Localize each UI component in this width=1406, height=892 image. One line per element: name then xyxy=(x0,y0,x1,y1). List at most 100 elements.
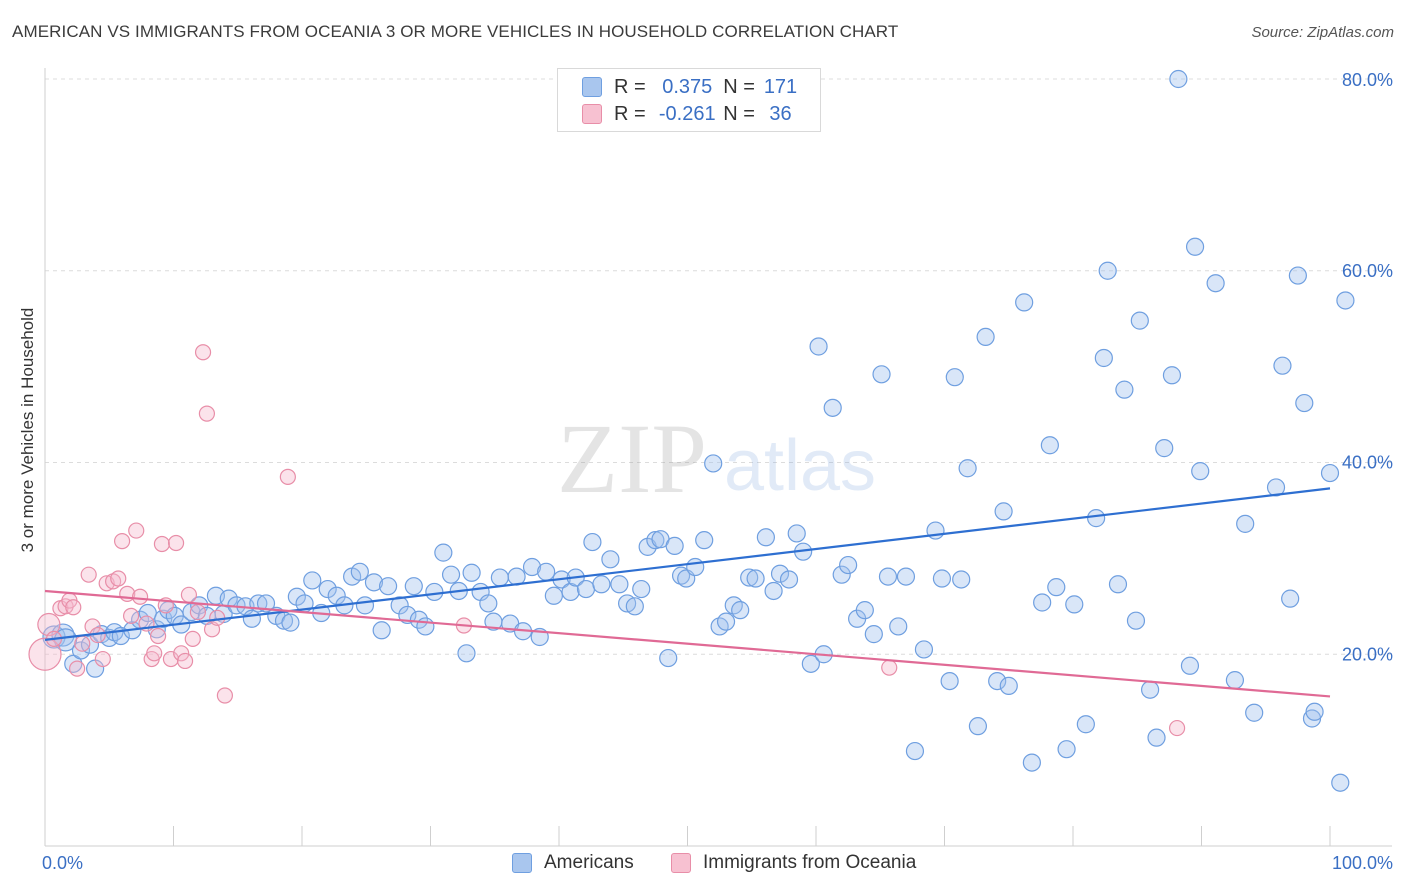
americans-point xyxy=(1126,611,1146,630)
americans-point xyxy=(1273,356,1292,375)
americans-point xyxy=(281,613,300,632)
americans-point xyxy=(801,654,820,673)
americans-point xyxy=(1245,703,1264,722)
americans-point xyxy=(988,671,1007,691)
oceania-point xyxy=(94,650,111,668)
americans-point xyxy=(1022,753,1041,772)
legend-item-americans: Americans xyxy=(512,852,634,874)
americans-point xyxy=(610,575,629,594)
legend-item-oceania: Immigrants from Oceania xyxy=(671,852,916,874)
americans-point xyxy=(932,569,952,588)
oceania-point xyxy=(74,635,91,652)
americans-point xyxy=(994,502,1013,521)
watermark-zip: ZIP xyxy=(557,403,707,514)
americans-point xyxy=(1108,575,1128,594)
americans-point xyxy=(1076,715,1095,734)
americans-point xyxy=(864,625,883,644)
americans-point xyxy=(625,597,644,616)
americans-point xyxy=(1320,463,1340,483)
oceania-point xyxy=(180,586,198,603)
americans-point xyxy=(490,568,509,587)
series-oceania xyxy=(28,344,1186,737)
americans-point xyxy=(665,536,684,556)
americans-point xyxy=(952,570,971,589)
bottom-legend: Americans Immigrants from Oceania xyxy=(0,852,1406,878)
americans-point xyxy=(242,609,261,628)
americans-point xyxy=(425,582,444,602)
oceania-point xyxy=(1168,719,1186,737)
source-note: Source: ZipAtlas.com xyxy=(1251,24,1394,41)
oceania-point xyxy=(153,535,171,553)
americans-point xyxy=(1087,509,1106,528)
americans-point xyxy=(1065,595,1084,614)
oceania-point xyxy=(189,603,207,621)
americans-point xyxy=(479,594,498,613)
americans-point xyxy=(327,586,346,605)
americans-trend-line xyxy=(44,487,1331,641)
americans-point xyxy=(350,562,369,581)
y-tick-label: 60.0% xyxy=(1342,261,1393,281)
americans-point xyxy=(1191,462,1210,481)
stats-row-americans: R = 0.375 N = 171 xyxy=(582,74,801,100)
oceania-point xyxy=(279,468,296,485)
oceania-point xyxy=(198,405,216,422)
oceania-point xyxy=(80,566,97,583)
oceania-legend-swatch xyxy=(671,853,691,873)
americans-point xyxy=(583,532,602,552)
americans-point xyxy=(896,567,916,586)
americans-point xyxy=(1169,69,1188,89)
americans-point xyxy=(671,566,691,585)
americans-point xyxy=(809,337,828,356)
oceania-point xyxy=(131,588,149,605)
americans-point xyxy=(1185,237,1205,256)
americans-point xyxy=(968,717,988,736)
r-label: R = xyxy=(614,75,646,98)
americans-point xyxy=(1094,348,1113,368)
americans-point xyxy=(592,575,611,594)
r-label: R = xyxy=(614,102,646,125)
americans-point xyxy=(318,579,337,599)
americans-point xyxy=(1147,728,1166,747)
americans-legend-swatch xyxy=(512,853,532,873)
oceania-point xyxy=(209,609,226,626)
americans-point xyxy=(1288,266,1307,285)
oceania-point xyxy=(216,687,233,704)
americans-point xyxy=(1336,291,1355,310)
americans-point xyxy=(770,564,790,583)
americans-point xyxy=(544,586,563,605)
americans-point xyxy=(1206,274,1225,293)
americans-point xyxy=(147,620,166,639)
americans-point xyxy=(958,459,977,478)
legend-label-americans: Americans xyxy=(544,852,634,873)
americans-point xyxy=(1236,514,1255,533)
americans-point xyxy=(999,676,1018,695)
americans-point xyxy=(416,617,435,636)
americans-point xyxy=(462,563,481,582)
americans-point xyxy=(823,398,842,417)
americans-point xyxy=(746,569,765,588)
n-label: N = xyxy=(723,75,755,98)
americans-point xyxy=(378,577,398,596)
n-value: 171 xyxy=(763,75,798,98)
americans-point xyxy=(561,582,580,602)
n-label: N = xyxy=(723,102,755,125)
americans-point xyxy=(404,577,423,596)
x-tick-label-start: 0.0% xyxy=(42,853,83,873)
oceania-point xyxy=(146,645,163,662)
americans-point xyxy=(1115,380,1134,399)
americans-point xyxy=(1098,261,1117,280)
grid-lines xyxy=(45,78,1392,655)
americans-point xyxy=(1155,439,1174,458)
americans-point xyxy=(1033,593,1052,612)
americans-point xyxy=(632,579,651,599)
americans-point xyxy=(740,568,759,587)
americans-point xyxy=(434,543,453,562)
americans-point xyxy=(704,454,723,473)
oceania-point xyxy=(167,534,185,552)
oceania-point xyxy=(881,659,898,676)
americans-point xyxy=(695,531,714,550)
americans-point xyxy=(940,671,959,691)
tick-labels: 20.0% 40.0% 60.0% 80.0% 0.0% 100.0% xyxy=(42,70,1393,873)
y-tick-label: 20.0% xyxy=(1342,644,1393,664)
